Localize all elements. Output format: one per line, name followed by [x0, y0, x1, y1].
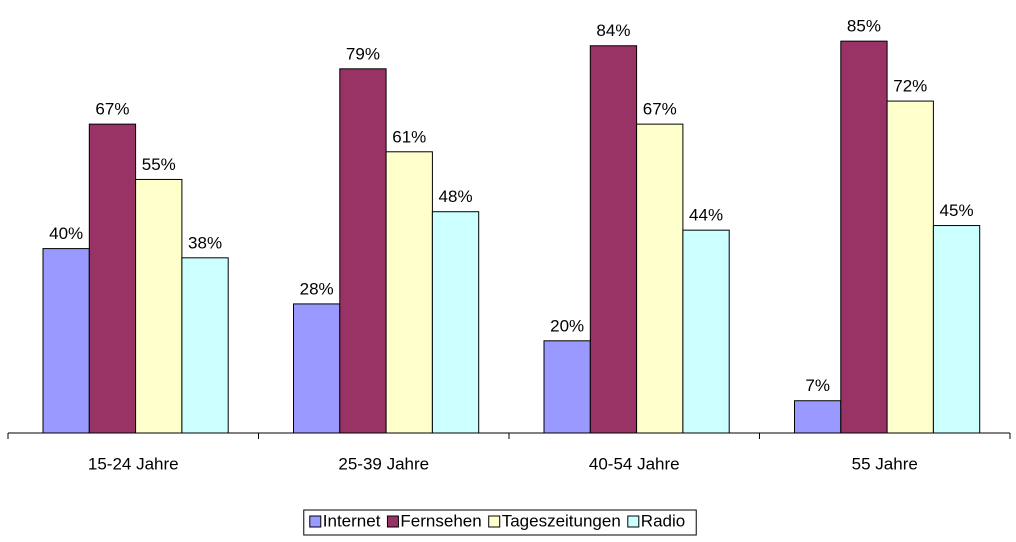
bar: [886, 100, 934, 434]
legend-swatch: [386, 515, 399, 528]
bar: [794, 400, 842, 434]
legend-swatch: [488, 515, 501, 528]
x-tick-label: 25-39 Jahre: [338, 454, 429, 473]
bar: [339, 68, 387, 434]
value-label: 44%: [689, 206, 723, 225]
legend-label: Fernsehen: [400, 511, 481, 530]
legend-swatch: [309, 515, 322, 528]
bar: [932, 225, 981, 434]
x-tick-label: 55 Jahre: [852, 454, 918, 473]
x-tick-label: 40-54 Jahre: [589, 454, 680, 473]
value-label: 61%: [392, 127, 426, 146]
bar: [135, 178, 183, 434]
bar: [293, 303, 341, 434]
value-label: 55%: [142, 155, 176, 174]
bar: [636, 123, 684, 434]
value-label: 40%: [49, 224, 83, 243]
legend-label: Tageszeitungen: [502, 511, 621, 530]
value-label: 20%: [550, 316, 584, 335]
value-label: 67%: [95, 100, 129, 119]
legend-label: Radio: [641, 511, 685, 530]
legend-label: Internet: [323, 511, 381, 530]
value-label: 7%: [805, 376, 830, 395]
value-label: 72%: [893, 77, 927, 96]
x-tick-label: 15-24 Jahre: [88, 454, 179, 473]
bar: [181, 257, 229, 434]
value-label: 67%: [643, 100, 677, 119]
bar: [385, 151, 433, 434]
value-label: 38%: [188, 233, 222, 252]
value-label: 85%: [847, 17, 881, 36]
bar: [42, 248, 90, 434]
bar: [88, 123, 137, 434]
legend: [303, 509, 697, 536]
bar: [431, 211, 480, 434]
value-label: 84%: [596, 21, 630, 40]
bar: [589, 45, 638, 434]
value-label: 28%: [300, 279, 334, 298]
value-label: 79%: [346, 44, 380, 63]
bar: [682, 229, 730, 434]
bar: [543, 340, 591, 434]
value-label: 45%: [940, 201, 974, 220]
bar: [840, 40, 888, 434]
value-label: 48%: [439, 187, 473, 206]
legend-swatch: [627, 515, 640, 528]
